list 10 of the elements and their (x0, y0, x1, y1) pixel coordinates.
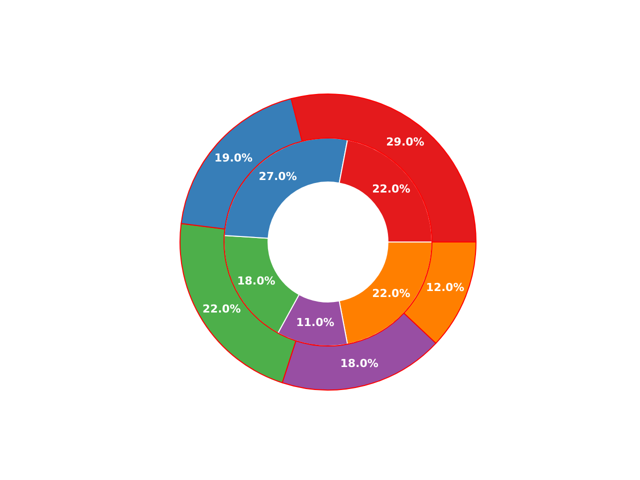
data-label: 11.0% (296, 316, 334, 329)
data-label: 29.0% (386, 135, 424, 148)
data-label: 22.0% (202, 302, 241, 316)
data-label: 12.0% (426, 281, 464, 294)
data-label: 18.0% (237, 274, 276, 288)
data-label: 27.0% (258, 170, 297, 184)
data-label: 22.0% (372, 287, 410, 300)
data-label: 22.0% (372, 182, 410, 196)
data-label: 19.0% (214, 152, 253, 165)
data-label: 18.0% (340, 356, 378, 370)
